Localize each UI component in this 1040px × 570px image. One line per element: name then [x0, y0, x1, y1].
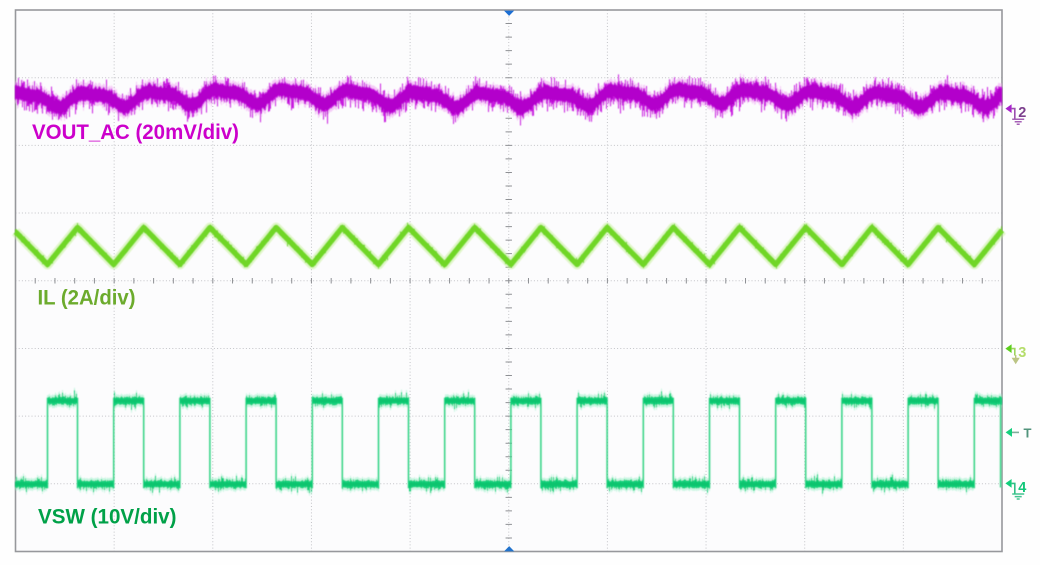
svg-text:T: T — [1024, 425, 1032, 440]
svg-text:2: 2 — [1018, 105, 1026, 121]
svg-text:3: 3 — [1018, 345, 1026, 361]
svg-text:4: 4 — [1018, 480, 1026, 496]
svg-text:VOUT_AC (20mV/div): VOUT_AC (20mV/div) — [32, 121, 239, 144]
svg-text:VSW (10V/div): VSW (10V/div) — [38, 506, 177, 529]
svg-text:IL (2A/div): IL (2A/div) — [38, 287, 136, 310]
